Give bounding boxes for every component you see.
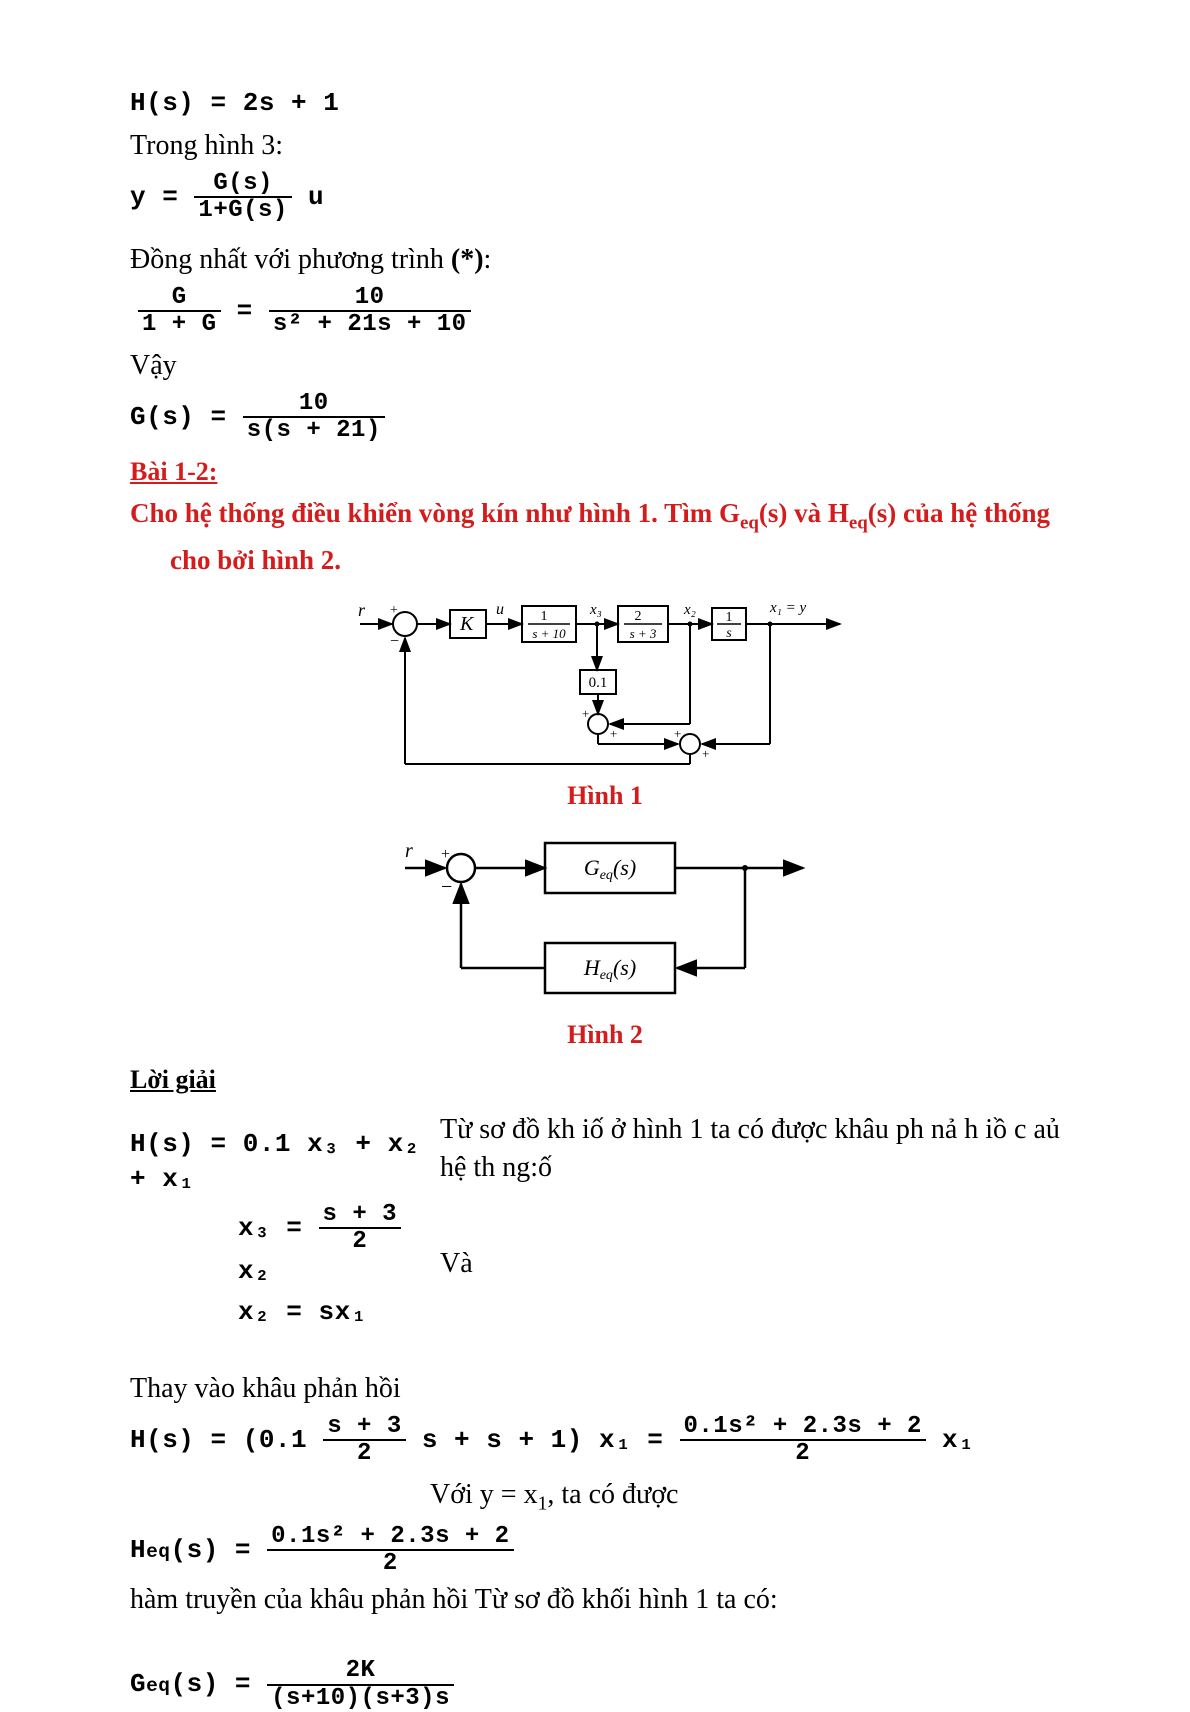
frac-10-num: 10 (269, 285, 471, 310)
txt-thay: Thay vào khâu phản hồi (130, 1370, 1080, 1408)
svg-text:+: + (610, 726, 617, 741)
svg-text:+: + (582, 706, 589, 721)
frac-hs3-2-den: 2 (680, 1439, 926, 1466)
frac-heq: 0.1s² + 2.3s + 22 (267, 1524, 513, 1576)
svg-text:s + 10: s + 10 (532, 626, 566, 641)
frac-geq-num: 2K (267, 1658, 454, 1683)
svg-text:−: − (390, 633, 399, 650)
frac-geq-den: (s+10)(s+3)s (267, 1684, 454, 1711)
eq-hs3-b: s + s + 1) x₁ = (406, 1425, 680, 1455)
text-dong-nhat: Đồng nhất với phương trình (*): (130, 241, 1080, 279)
svg-text:x₃: x₃ (589, 602, 602, 618)
frac-gs-den: s(s + 21) (243, 416, 385, 443)
svg-text:+: + (390, 603, 398, 618)
svg-text:x₂: x₂ (683, 602, 696, 618)
figure-2: r + − Geq(s) Heq(s) (130, 823, 1080, 1013)
frac-g-den: 1 + G (138, 310, 221, 337)
block-derivation: H(s) = 0.1 x₃ + x₂ + x₁ x₃ = s + 32 x₂ x… (130, 1107, 1080, 1334)
svg-text:1: 1 (541, 609, 548, 624)
frac-hs3-1: s + 32 (323, 1414, 406, 1466)
eq-y-pre: y = (130, 182, 194, 212)
frac-g-num: G (138, 285, 221, 310)
heading-bai-text: Bài 1-2: (130, 457, 217, 486)
frac-geq: 2K(s+10)(s+3)s (267, 1658, 454, 1710)
equation-gs: G(s) = 10s(s + 21) (130, 391, 1080, 443)
txt-hamtruyen: hàm truyền của khâu phản hồi Từ sơ đồ kh… (130, 1581, 1080, 1619)
txt-va: Và (440, 1245, 1080, 1283)
svg-text:1: 1 (726, 610, 733, 625)
svg-text:+: + (441, 846, 450, 863)
figure-1: r + − K u 1 s + 10 x₃ 2 s + (130, 584, 1080, 774)
svg-text:+: + (674, 726, 681, 741)
eq-hs3-a: H(s) = (0.1 (130, 1425, 323, 1455)
svg-text:+: + (702, 746, 709, 761)
figure-1-caption: Hình 1 (130, 778, 1080, 813)
frac-10: 10s² + 21s + 10 (269, 285, 471, 337)
frac-y-den: 1+G(s) (194, 196, 291, 223)
heading-loigiai: Lời giải (130, 1062, 1080, 1097)
svg-text:r: r (358, 600, 366, 620)
svg-text:K: K (459, 613, 475, 635)
block-diagram-2: r + − Geq(s) Heq(s) (395, 823, 815, 1013)
svg-text:r: r (405, 840, 413, 862)
text-trong-hinh-3: Trong hình 3: (130, 127, 1080, 165)
eq-gs-pre: G(s) = (130, 402, 243, 432)
derivation-equations: H(s) = 0.1 x₃ + x₂ + x₁ x₃ = s + 32 x₂ x… (130, 1107, 440, 1334)
eq-eq-1: = (221, 296, 269, 326)
frac-x3-den: 2 (319, 1227, 402, 1254)
frac-x3-num: s + 3 (319, 1202, 402, 1227)
txt-voiy: Với y = x1, ta có được (130, 1476, 1080, 1518)
svg-text:Geq(s): Geq(s) (584, 855, 636, 883)
eq-hs2: H(s) = 0.1 x₃ + x₂ + x₁ (130, 1127, 440, 1197)
frac-hs3-2-num: 0.1s² + 2.3s + 2 (680, 1414, 926, 1439)
frac-g: G1 + G (138, 285, 221, 337)
eq-x3-post: x₂ (238, 1256, 270, 1286)
frac-hs3-1-den: 2 (323, 1439, 406, 1466)
txt-tu-so-do: Từ sơ đồ kh iố ở hình 1 ta có được khâu … (440, 1111, 1080, 1187)
prompt-line-2: cho bởi hình 2. (130, 542, 1080, 578)
eq-geq: Geq(s) = 2K(s+10)(s+3)s (130, 1658, 1080, 1710)
dongnhat-b: (*) (451, 244, 484, 275)
frac-10-den: s² + 21s + 10 (269, 310, 471, 337)
heading-bai: Bài 1-2: (130, 454, 1080, 489)
frac-heq-num: 0.1s² + 2.3s + 2 (267, 1524, 513, 1549)
equation-hs: H(s) = 2s + 1 (130, 86, 1080, 121)
eq-hs3-c: x₁ (926, 1425, 974, 1455)
dongnhat-c: : (484, 244, 492, 275)
svg-text:Heq(s): Heq(s) (583, 955, 636, 983)
eq-y-post: u (292, 182, 324, 212)
eq-heq: Heq(s) = 0.1s² + 2.3s + 22 (130, 1524, 1080, 1576)
page: H(s) = 2s + 1 Trong hình 3: y = G(s)1+G(… (0, 0, 1190, 1684)
svg-text:u: u (496, 601, 504, 618)
svg-text:−: − (441, 876, 452, 898)
frac-hs3-1-num: s + 3 (323, 1414, 406, 1439)
text-vay: Vậy (130, 347, 1080, 385)
frac-heq-den: 2 (267, 1549, 513, 1576)
frac-hs3-2: 0.1s² + 2.3s + 22 (680, 1414, 926, 1466)
frac-y-num: G(s) (194, 171, 291, 196)
svg-text:s + 3: s + 3 (630, 626, 657, 641)
eq-x3: x₃ = s + 32 x₂ (130, 1202, 440, 1289)
dongnhat-a: Đồng nhất với phương trình (130, 244, 451, 275)
equation-g-over-1g: G1 + G = 10s² + 21s + 10 (130, 285, 1080, 337)
svg-text:x₁ = y: x₁ = y (769, 600, 806, 616)
frac-gs-num: 10 (243, 391, 385, 416)
svg-text:2: 2 (635, 609, 642, 624)
eq-x2: x₂ = sx₁ (130, 1295, 440, 1330)
eq-x3-pre: x₃ = (238, 1213, 319, 1243)
heading-loigiai-text: Lời giải (130, 1065, 216, 1094)
svg-text:0.1: 0.1 (589, 675, 608, 691)
svg-text:s: s (726, 626, 732, 641)
block-diagram-1: r + − K u 1 s + 10 x₃ 2 s + (350, 584, 860, 774)
prompt-line-1: Cho hệ thống điều khiển vòng kín như hìn… (130, 495, 1080, 536)
derivation-text: Từ sơ đồ kh iố ở hình 1 ta có được khâu … (440, 1107, 1080, 1282)
frac-x3: s + 32 (319, 1202, 402, 1254)
eq-hs3: H(s) = (0.1 s + 32 s + s + 1) x₁ = 0.1s²… (130, 1414, 1080, 1466)
figure-2-caption: Hình 2 (130, 1017, 1080, 1052)
frac-gs: 10s(s + 21) (243, 391, 385, 443)
equation-y: y = G(s)1+G(s) u (130, 171, 1080, 223)
frac-y: G(s)1+G(s) (194, 171, 291, 223)
